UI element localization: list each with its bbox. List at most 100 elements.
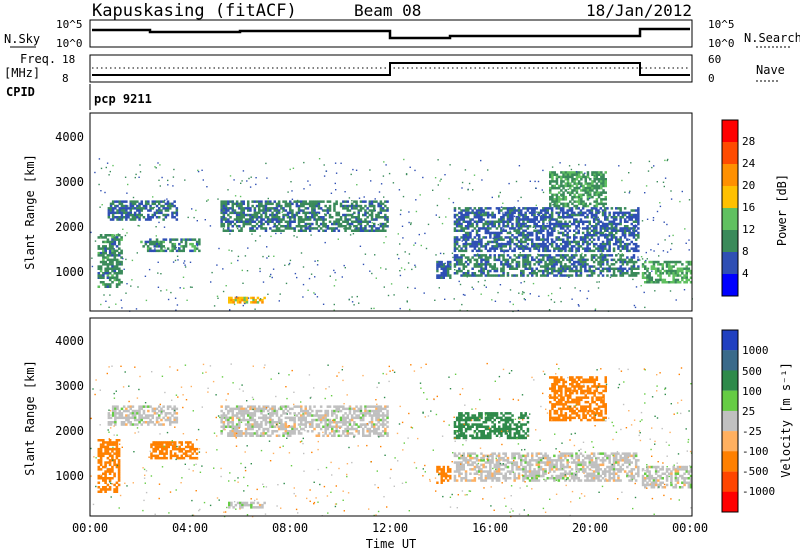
echo-cell xyxy=(369,205,372,208)
noise-echo xyxy=(324,164,325,165)
echo-cell xyxy=(465,221,468,224)
echo-cell xyxy=(608,221,611,224)
echo-cell xyxy=(107,270,110,273)
echo-cell xyxy=(189,238,192,241)
echo-cell xyxy=(619,212,622,215)
echo-cell xyxy=(108,421,111,424)
noise-echo xyxy=(402,226,403,227)
echo-cell xyxy=(251,412,254,415)
echo-cell xyxy=(174,443,177,446)
echo-cell xyxy=(118,272,121,275)
noise-echo xyxy=(639,259,640,260)
echo-cell xyxy=(531,207,534,210)
noise-echo xyxy=(173,176,174,177)
echo-cell xyxy=(100,461,103,464)
noise-echo xyxy=(529,263,530,264)
echo-cell xyxy=(278,428,281,431)
echo-cell xyxy=(167,207,170,210)
echo-cell xyxy=(562,180,565,183)
echo-cell xyxy=(138,405,141,408)
echo-cell xyxy=(586,243,589,246)
echo-cell xyxy=(347,430,350,433)
echo-cell xyxy=(595,259,598,262)
echo-cell xyxy=(596,189,599,192)
echo-cell xyxy=(291,428,294,431)
echo-cell xyxy=(287,435,290,438)
echo-cell xyxy=(318,435,321,438)
echo-cell xyxy=(98,274,101,277)
echo-cell xyxy=(502,214,505,217)
echo-cell xyxy=(157,441,160,444)
echo-cell xyxy=(234,435,237,438)
echo-cell xyxy=(536,256,539,259)
echo-cell xyxy=(380,205,383,208)
echo-cell xyxy=(582,241,585,244)
echo-cell xyxy=(500,221,503,224)
echo-cell xyxy=(662,263,665,266)
echo-cell xyxy=(247,221,250,224)
noise-echo xyxy=(139,216,140,217)
echo-cell xyxy=(587,174,590,177)
noise-echo xyxy=(442,263,443,264)
noise-echo xyxy=(303,211,304,212)
echo-cell xyxy=(269,227,272,230)
echo-cell xyxy=(240,435,243,438)
echo-cell xyxy=(681,268,684,271)
echo-cell xyxy=(547,230,550,233)
noise-echo xyxy=(373,308,374,309)
echo-cell xyxy=(524,268,527,271)
echo-cell xyxy=(169,405,172,408)
echo-cell xyxy=(309,218,312,221)
noise-echo xyxy=(293,168,294,169)
echo-cell xyxy=(516,263,519,266)
echo-cell xyxy=(454,259,457,262)
noise-echo xyxy=(605,233,606,234)
noise-echo xyxy=(601,233,602,234)
echo-cell xyxy=(458,230,461,233)
echo-cell xyxy=(575,270,578,273)
echo-cell xyxy=(496,270,499,273)
echo-cell xyxy=(567,203,570,206)
noise-echo xyxy=(651,167,652,168)
echo-cell xyxy=(622,261,625,264)
echo-cell xyxy=(604,225,607,228)
echo-cell xyxy=(604,207,607,210)
echo-cell xyxy=(238,412,241,415)
echo-cell xyxy=(500,270,503,273)
noise-echo xyxy=(443,253,444,254)
echo-cell xyxy=(600,272,603,275)
echo-cell xyxy=(300,221,303,224)
echo-cell xyxy=(220,225,223,228)
echo-cell xyxy=(677,281,680,284)
echo-cell xyxy=(580,182,583,185)
echo-cell xyxy=(289,221,292,224)
echo-cell xyxy=(358,221,361,224)
noise-echo xyxy=(641,256,642,257)
echo-cell xyxy=(626,238,629,241)
echo-cell xyxy=(578,214,581,217)
echo-cell xyxy=(194,238,197,241)
echo-cell xyxy=(502,230,505,233)
echo-cell xyxy=(619,250,622,253)
echo-cell xyxy=(276,214,279,217)
echo-cell xyxy=(553,261,556,264)
noise-echo xyxy=(580,290,581,291)
echo-cell xyxy=(260,216,263,219)
echo-cell xyxy=(511,212,514,215)
noise-echo xyxy=(307,180,308,181)
echo-cell xyxy=(223,214,226,217)
echo-cell xyxy=(260,412,263,415)
echo-cell xyxy=(324,421,327,424)
noise-echo xyxy=(646,252,647,253)
echo-cell xyxy=(591,272,594,275)
echo-cell xyxy=(549,250,552,253)
echo-cell xyxy=(500,268,503,271)
echo-cell xyxy=(183,448,186,451)
noise-echo xyxy=(493,224,494,225)
echo-cell xyxy=(269,435,272,438)
echo-cell xyxy=(596,203,599,206)
echo-cell xyxy=(220,221,223,224)
echo-cell xyxy=(274,207,277,210)
echo-cell xyxy=(518,265,521,268)
power-y-axis-label: Slant Range [km] xyxy=(23,154,37,270)
